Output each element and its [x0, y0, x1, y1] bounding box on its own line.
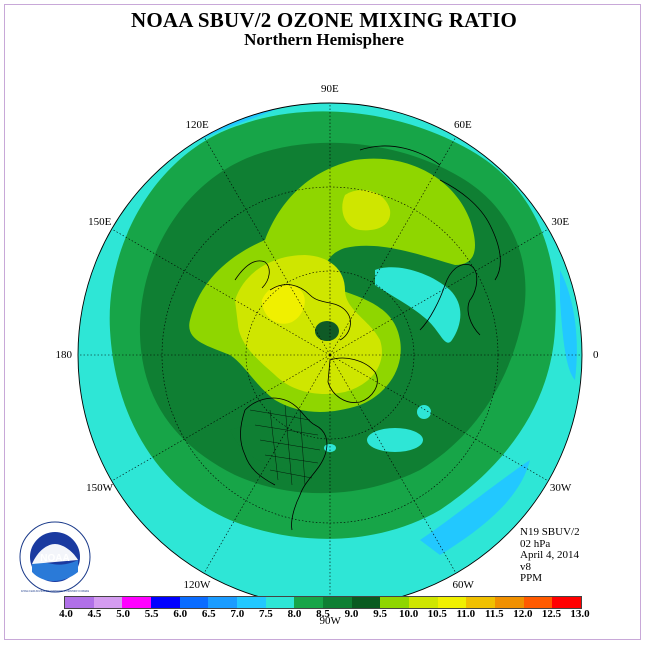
colorbar-cell	[523, 597, 553, 608]
field-inner-100-b	[342, 190, 391, 231]
longitude-label: 60W	[452, 579, 474, 592]
logo-text: NOAA	[40, 553, 69, 564]
colorbar-cell	[208, 597, 238, 608]
coast-europe	[419, 263, 481, 336]
info-block: N19 SBUV/2 02 hPa April 4, 2014 v8 PPM	[520, 526, 580, 585]
longitude-label: 150W	[86, 482, 114, 494]
colorbar-tick-label: 8.5	[316, 608, 330, 620]
info-date: April 4, 2014	[520, 549, 579, 561]
map-title: NOAA SBUV/2 OZONE MIXING RATIO	[131, 8, 517, 32]
field-tongue	[375, 267, 461, 343]
graticule	[78, 103, 582, 607]
info-version: v8	[520, 560, 531, 573]
colorbar-tick-label: 5.5	[144, 608, 159, 620]
colorbar-cell	[380, 597, 410, 608]
colorbar-cell	[65, 597, 94, 608]
colorbar-tick-label: 6.5	[201, 608, 216, 620]
coast-alaska	[234, 260, 270, 289]
coast-asia	[359, 145, 501, 281]
colorbar-tick-label: 5.0	[116, 608, 130, 620]
longitude-label: 180	[55, 349, 73, 361]
colorbar-cell	[237, 597, 266, 608]
field-low-patch-se	[420, 460, 530, 555]
colorbar-tick-label: 4.0	[59, 608, 73, 620]
coastlines	[234, 145, 501, 531]
longitude-label: 120W	[183, 579, 211, 592]
colorbar-cell	[466, 597, 496, 608]
colorbar-ticks: 4.0 4.5 5.0 5.5 6.0 6.5 7.0 7.5 8.0 8.5 9.0 9.5 10.0…	[0, 608, 648, 622]
coast-north-america	[240, 397, 328, 531]
colorbar-cell	[122, 597, 152, 608]
longitude-label: 90W	[319, 615, 341, 627]
info-satellite: N19 SBUV/2	[520, 526, 580, 538]
colorbar-cell	[265, 597, 295, 608]
colorbar-tick-label: 4.5	[87, 608, 102, 620]
colorbar-cell	[93, 597, 123, 608]
colorbar-cell	[323, 597, 352, 608]
colorbar-tick-label: 12.0	[513, 608, 533, 620]
field-low-patch-e	[560, 270, 577, 380]
colorbar-cell	[351, 597, 381, 608]
colorbar-tick-label: 11.5	[485, 608, 504, 620]
longitude-label: 60E	[454, 118, 472, 131]
colorbar-cell	[179, 597, 209, 608]
coast-greenland	[327, 357, 378, 403]
info-units: PPM	[520, 572, 543, 584]
field-patch-eu	[417, 405, 431, 419]
longitude-label: 0	[593, 349, 599, 361]
field-patch-atlantic	[367, 428, 423, 452]
colorbar-cell	[294, 597, 324, 608]
colorbar-cell	[552, 597, 582, 608]
logo-ring-text: NATIONAL OCEANIC AND ATMOSPHERIC ADMINIS…	[21, 590, 89, 593]
colorbar-tick-label: 9.0	[344, 608, 359, 620]
meridians	[78, 103, 582, 607]
longitude-label: 30W	[549, 482, 572, 494]
field-belt-mid-s	[230, 425, 324, 470]
coast-arctic	[269, 284, 351, 341]
colorbar-cell	[151, 597, 180, 608]
colorbar-tick-label: 12.5	[541, 608, 562, 620]
longitude-label: 150E	[88, 216, 112, 228]
colorbar-tick-label: 13.0	[570, 608, 590, 620]
colorbar-cell	[409, 597, 438, 608]
us-states	[249, 404, 321, 486]
colorbar-tick-label: 7.5	[259, 608, 273, 620]
colorbar-cell	[495, 597, 524, 608]
colorbar-tick-label: 11.0	[456, 608, 476, 620]
colorbar-tick-label: 7.0	[230, 608, 245, 620]
longitude-label: 120E	[185, 118, 209, 131]
noaa-logo: NOAA NATIONAL OCEANIC AND ATMOSPHERIC AD…	[19, 521, 91, 593]
colorbar-cell	[437, 597, 467, 608]
colorbar-tick-label: 9.5	[373, 608, 387, 620]
info-pressure-level: 02 hPa	[520, 537, 551, 550]
colorbar	[64, 596, 582, 609]
longitude-label: 90E	[321, 83, 339, 95]
colorbar-tick-label: 6.0	[173, 608, 188, 620]
colorbar-tick-label: 8.0	[287, 608, 302, 620]
colorbar-tick-label: 10.0	[399, 608, 419, 620]
map-subtitle: Northern Hemisphere	[244, 30, 404, 49]
field-pole-dark	[315, 321, 339, 341]
field-inner-105	[262, 284, 305, 324]
longitude-label: 30E	[551, 216, 570, 228]
colorbar-tick-label: 10.5	[427, 608, 447, 620]
